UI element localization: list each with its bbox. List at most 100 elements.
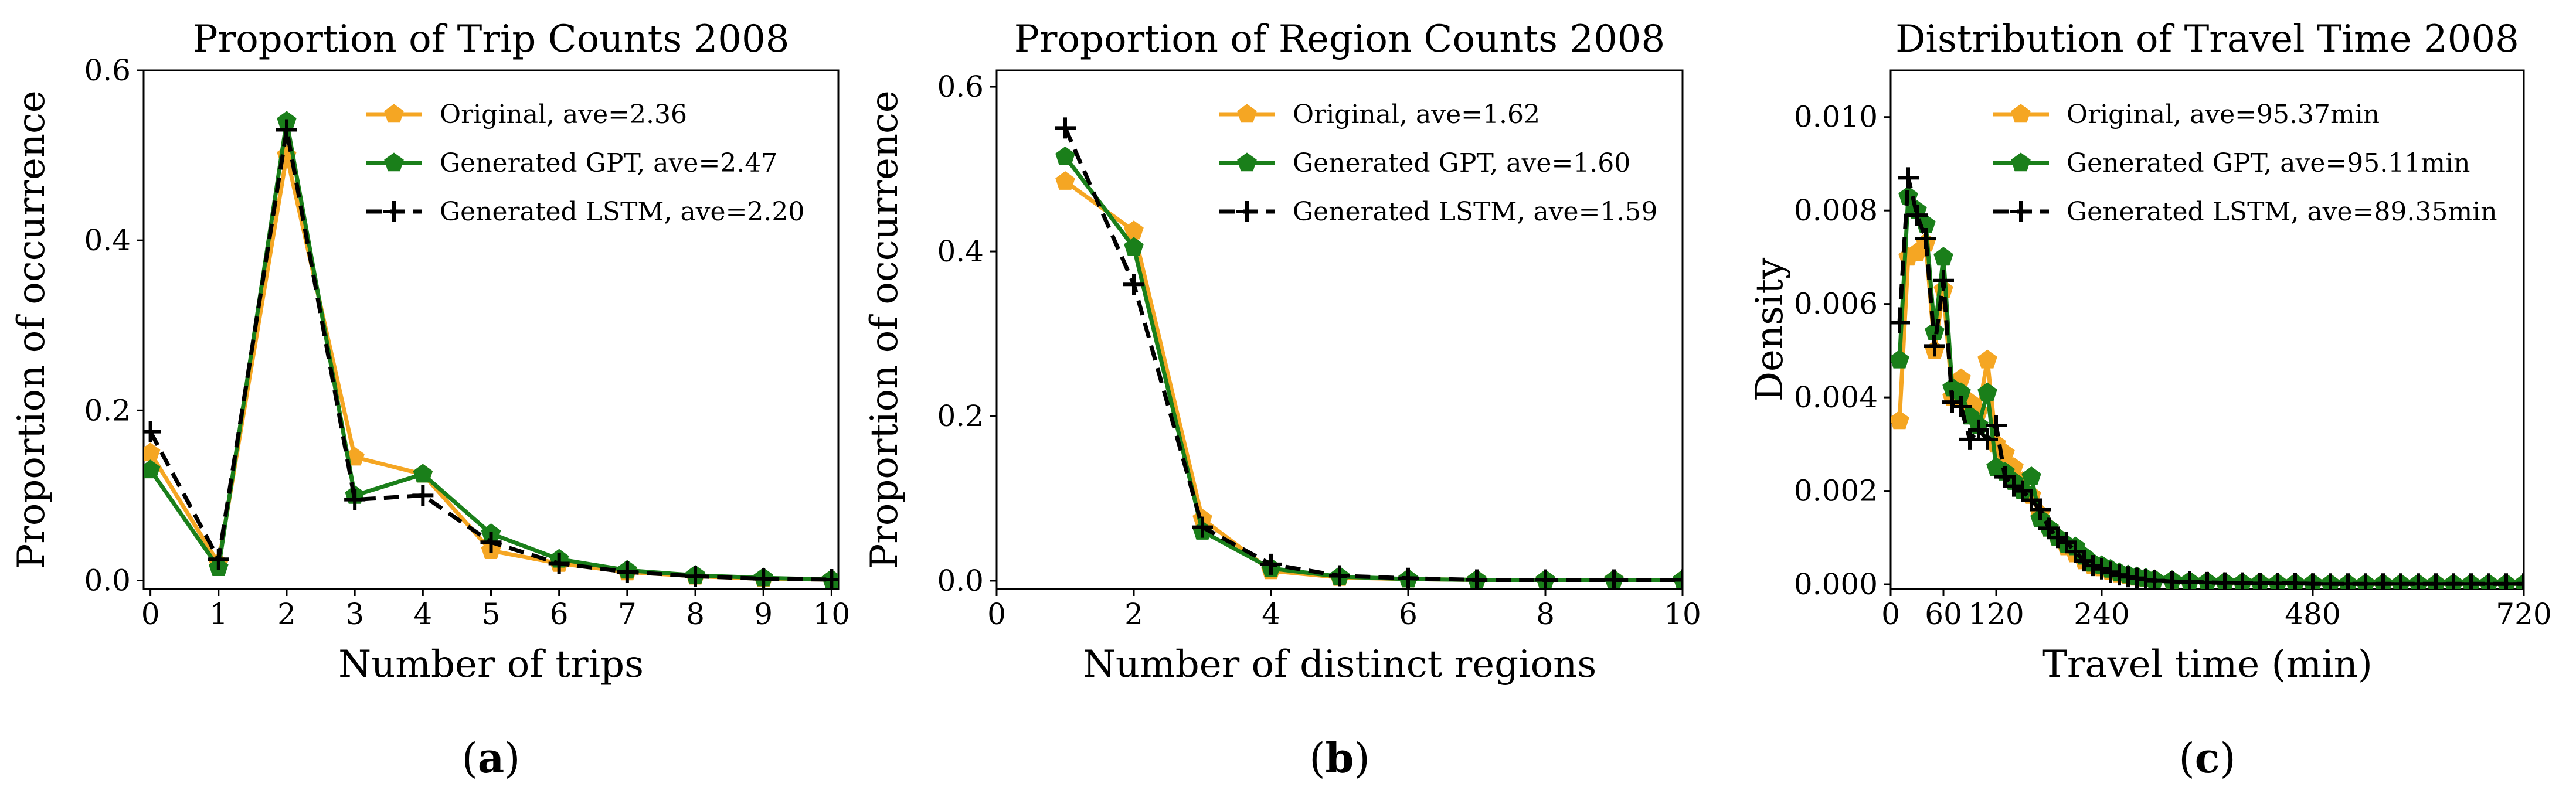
legend-label: Generated LSTM, ave=89.35min [2067,197,2497,227]
x-tick-label: 2 [277,597,296,631]
data-point [2021,466,2041,485]
data-point [685,566,706,587]
legend-marker [2010,201,2031,222]
series-0 [1055,171,1683,588]
data-point [1055,146,1075,165]
y-axis-label: Proportion of occurrence [10,90,53,569]
data-point [2513,573,2524,589]
y-tick-label: 0.002 [1794,474,1878,508]
data-point [1933,247,1953,266]
data-point [144,421,161,442]
data-point [412,485,434,506]
data-point [821,569,838,589]
data-point [480,532,502,553]
x-tick-label: 6 [1399,597,1418,631]
legend-marker [384,104,404,123]
legend-entry: Generated LSTM, ave=2.20 [366,197,804,227]
x-tick-label: 5 [482,597,501,631]
legend-label: Original, ave=95.37min [2067,100,2380,130]
data-point [1260,553,1282,575]
data-point [1906,205,1928,226]
x-tick-label: 8 [686,597,705,631]
x-tick-label: 8 [1536,597,1555,631]
y-tick-label: 0.4 [84,223,131,257]
series-line [1063,127,1683,582]
plot-frame [995,69,1684,590]
legend-marker [1236,201,1258,222]
series-1 [144,111,838,588]
data-point [1915,228,1936,250]
data-point [1891,410,1909,430]
series-2 [1891,167,2524,589]
x-tick-label: 0 [987,597,1006,631]
data-point [276,119,297,141]
legend-entry: Generated GPT, ave=95.11min [1993,148,2470,178]
y-axis-label: Proportion of occurrence [863,90,906,569]
y-tick-label: 0.2 [84,393,131,427]
data-point [1933,270,1954,291]
data-point [1986,414,2007,436]
y-tick-label: 0.0 [84,563,131,597]
legend-marker [383,201,405,222]
data-point [1123,274,1144,295]
x-tick-label: 60 [1925,597,1962,631]
x-tick-label: 10 [813,597,851,631]
y-tick-label: 0.006 [1794,287,1878,321]
panel-label: (a) [462,734,521,782]
x-axis-label: Number of distinct regions [1083,643,1596,686]
x-tick-label: 0 [1881,597,1900,631]
legend-entry: Generated LSTM, ave=1.59 [1219,197,1657,227]
legend-entry: Original, ave=1.62 [1219,100,1540,130]
x-tick-label: 720 [2496,597,2551,631]
chart-panel-b: Proportion of Region Counts 2008 0 2 4 6 8 10 0… [863,18,1701,782]
y-tick-label: 0.004 [1794,380,1878,414]
legend-entry: Generated LSTM, ave=89.35min [1993,197,2497,227]
legend-marker [1237,104,1257,123]
data-point [344,489,366,510]
data-point [1672,569,1683,589]
x-tick-label: 10 [1664,597,1701,631]
series-line [1897,175,2524,586]
chart-title: Distribution of Travel Time 2008 [1895,18,2519,61]
y-tick-label: 0.6 [84,53,131,87]
legend-marker [1237,152,1257,172]
legend-marker [2011,152,2031,172]
data-point [1192,516,1213,538]
panel-label: (c) [2179,734,2235,782]
y-tick-label: 0.2 [937,399,984,433]
x-tick-label: 1 [209,597,228,631]
x-tick-label: 240 [2074,597,2129,631]
x-tick-label: 480 [2285,597,2340,631]
legend-label: Original, ave=2.36 [440,100,687,130]
y-tick-label: 0.0 [937,564,984,598]
series-line [1063,179,1683,582]
data-point [1535,569,1556,589]
data-point [208,549,229,570]
y-tick-label: 0.010 [1794,100,1878,134]
data-point [548,553,570,574]
data-point [1950,396,1972,418]
x-tick-label: 9 [754,597,773,631]
series-0 [1891,233,2524,589]
series-2 [144,119,838,589]
data-point [1977,349,1997,369]
data-point [1924,335,1945,357]
legend-label: Generated GPT, ave=1.60 [1293,148,1630,178]
x-axis-label: Travel time (min) [2042,643,2373,686]
data-point [1603,569,1625,589]
data-point [1124,237,1144,256]
legend-label: Generated LSTM, ave=1.59 [1293,197,1657,227]
series-2 [1055,117,1683,589]
y-tick-label: 0.008 [1794,193,1878,227]
y-axis-label: Density [1748,258,1792,402]
x-axis-label: Number of trips [338,643,644,686]
chart-panel-a: Proportion of Trip Counts 2008 0 1 2 3 4 5 6 7 8 9… [10,18,850,782]
data-point [1977,428,1998,450]
data-point [1466,569,1487,589]
series-line [1897,241,2524,586]
legend-label: Generated GPT, ave=95.11min [2067,148,2470,178]
y-tick-label: 0.6 [937,70,984,104]
legend-entry: Generated GPT, ave=2.47 [366,148,777,178]
data-point [1398,567,1419,589]
